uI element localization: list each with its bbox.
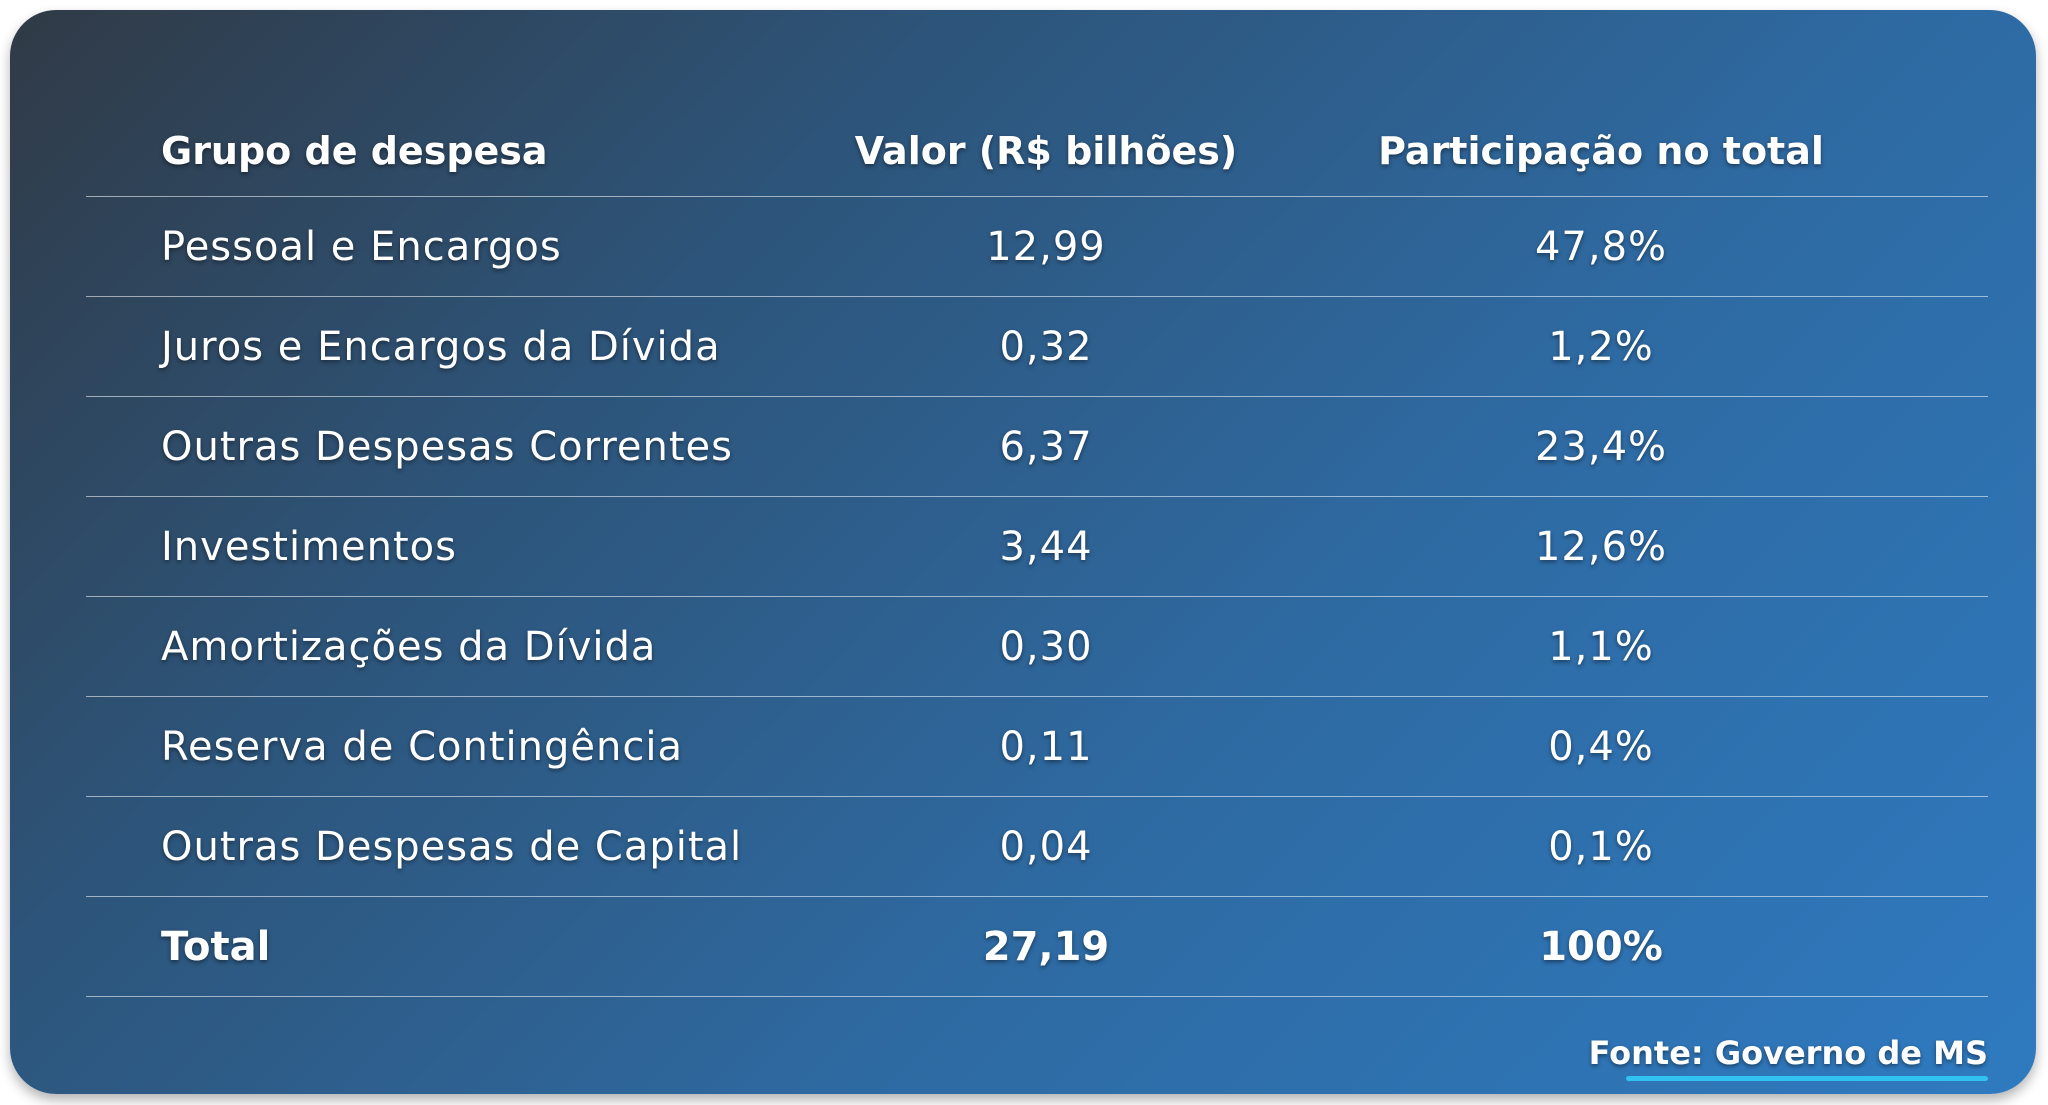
table-row: Outras Despesas Correntes 6,37 23,4% xyxy=(86,397,1988,497)
cell-valor: 12,99 xyxy=(986,223,1106,270)
table-row: Outras Despesas de Capital 0,04 0,1% xyxy=(86,797,1988,897)
table-card: Grupo de despesa Valor (R$ bilhões) Part… xyxy=(10,10,2036,1094)
total-participacao: 100% xyxy=(1539,923,1663,970)
header-valor: Valor (R$ bilhões) xyxy=(854,129,1238,173)
cell-valor: 0,32 xyxy=(999,323,1093,370)
cell-valor: 0,04 xyxy=(999,823,1093,870)
table-total-row: Total 27,19 100% xyxy=(86,897,1988,997)
cell-valor: 0,11 xyxy=(999,723,1093,770)
cell-participacao: 0,1% xyxy=(1548,823,1654,870)
total-valor: 27,19 xyxy=(982,923,1110,970)
cell-valor: 0,30 xyxy=(999,623,1093,670)
table-header-row: Grupo de despesa Valor (R$ bilhões) Part… xyxy=(86,106,1988,197)
total-label: Total xyxy=(161,923,271,970)
cell-participacao: 47,8% xyxy=(1534,223,1668,270)
source-credit: Fonte: Governo de MS xyxy=(1588,1034,1988,1072)
cell-valor: 6,37 xyxy=(999,423,1093,470)
table-row: Pessoal e Encargos 12,99 47,8% xyxy=(86,197,1988,297)
cell-grupo: Pessoal e Encargos xyxy=(161,223,562,270)
cell-grupo: Amortizações da Dívida xyxy=(161,623,657,670)
cell-grupo: Investimentos xyxy=(161,523,457,570)
cell-grupo: Reserva de Contingência xyxy=(161,723,683,770)
source-underline xyxy=(1626,1076,1988,1081)
expense-table: Grupo de despesa Valor (R$ bilhões) Part… xyxy=(86,106,1988,997)
cell-participacao: 12,6% xyxy=(1534,523,1668,570)
cell-participacao: 1,1% xyxy=(1548,623,1654,670)
cell-participacao: 0,4% xyxy=(1548,723,1654,770)
cell-participacao: 1,2% xyxy=(1548,323,1654,370)
table-row: Investimentos 3,44 12,6% xyxy=(86,497,1988,597)
cell-valor: 3,44 xyxy=(999,523,1093,570)
cell-grupo: Juros e Encargos da Dívida xyxy=(161,323,721,370)
header-participacao: Participação no total xyxy=(1378,129,1824,173)
table-row: Reserva de Contingência 0,11 0,4% xyxy=(86,697,1988,797)
table-row: Amortizações da Dívida 0,30 1,1% xyxy=(86,597,1988,697)
cell-participacao: 23,4% xyxy=(1534,423,1668,470)
cell-grupo: Outras Despesas de Capital xyxy=(161,823,743,870)
header-grupo: Grupo de despesa xyxy=(161,129,548,173)
cell-grupo: Outras Despesas Correntes xyxy=(161,423,733,470)
table-row: Juros e Encargos da Dívida 0,32 1,2% xyxy=(86,297,1988,397)
